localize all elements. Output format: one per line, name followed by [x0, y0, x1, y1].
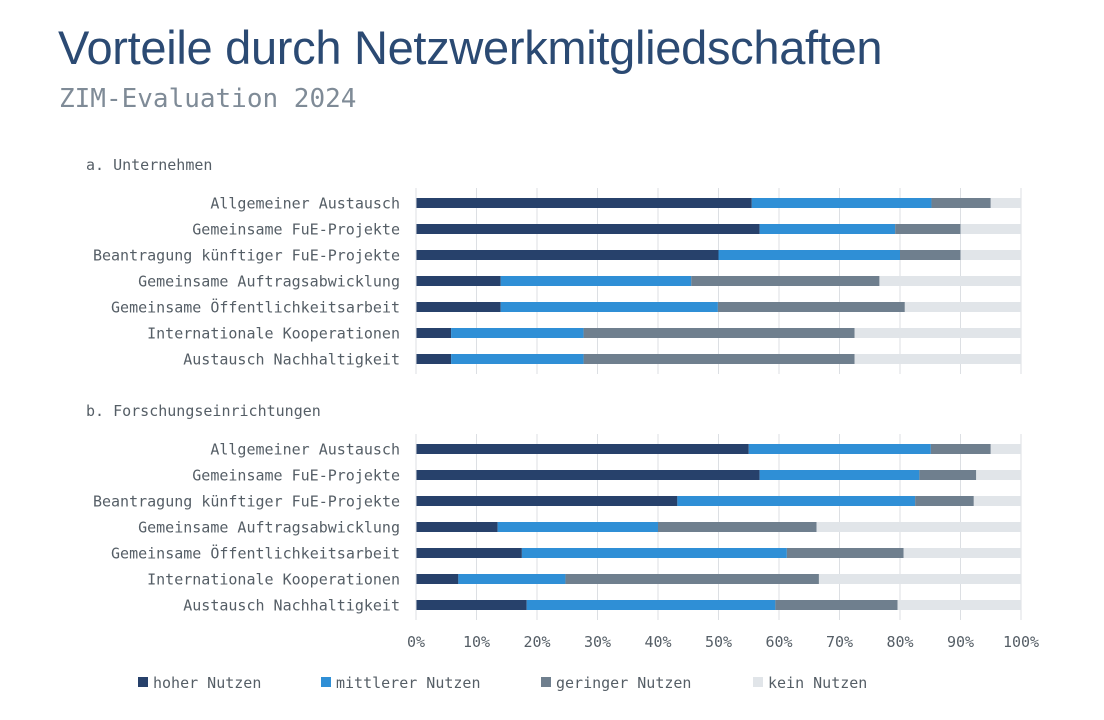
bar-segment-kein-nutzen: [973, 496, 1021, 506]
bar-segment-geringer-nutzen: [583, 328, 855, 338]
bar-segment-geringer-nutzen: [658, 522, 817, 532]
bar-segment-hoher-nutzen: [416, 354, 452, 364]
legend-swatch-hoher-nutzen: [138, 677, 148, 687]
x-tick-label: 40%: [644, 633, 671, 651]
bar-segment-geringer-nutzen: [931, 198, 991, 208]
bar-segment-mittlerer-nutzen: [500, 302, 718, 312]
x-tick-label: 50%: [705, 633, 732, 651]
bar-segment-geringer-nutzen: [895, 224, 961, 234]
bar-segment-geringer-nutzen: [775, 600, 898, 610]
bar-segment-hoher-nutzen: [416, 302, 501, 312]
bar-segment-hoher-nutzen: [416, 522, 498, 532]
x-tick-label: 80%: [886, 633, 913, 651]
chart-subtitle: ZIM-Evaluation 2024: [59, 84, 357, 114]
panel-label-2: b. Forschungseinrichtungen: [86, 402, 321, 420]
category-label: Gemeinsame FuE-Projekte: [192, 221, 400, 239]
legend-swatch-kein-nutzen: [753, 677, 763, 687]
bar-segment-mittlerer-nutzen: [759, 470, 920, 480]
x-tick-label: 60%: [765, 633, 792, 651]
bar-segment-kein-nutzen: [816, 522, 1021, 532]
legend-label-kein-nutzen: kein Nutzen: [768, 674, 867, 692]
bar-segment-hoher-nutzen: [416, 574, 459, 584]
bar-segment-kein-nutzen: [854, 354, 1021, 364]
bar-segment-mittlerer-nutzen: [497, 522, 658, 532]
x-tick-label: 100%: [1003, 633, 1039, 651]
bar-segment-geringer-nutzen: [786, 548, 904, 558]
panel-label-1: a. Unternehmen: [86, 156, 212, 174]
bar-segment-geringer-nutzen: [717, 302, 905, 312]
x-tick-label: 30%: [584, 633, 611, 651]
legend-swatch-mittlerer-nutzen: [321, 677, 331, 687]
category-label: Beantragung künftiger FuE-Projekte: [93, 247, 400, 265]
bar-segment-hoher-nutzen: [416, 276, 501, 286]
legend-label-geringer-nutzen: geringer Nutzen: [556, 674, 691, 692]
bar-segment-geringer-nutzen: [919, 470, 977, 480]
bar-segment-geringer-nutzen: [930, 444, 991, 454]
legend-label-mittlerer-nutzen: mittlerer Nutzen: [336, 674, 481, 692]
category-label: Allgemeiner Austausch: [210, 441, 400, 459]
bar-segment-hoher-nutzen: [416, 198, 752, 208]
category-label: Gemeinsame Auftragsabwicklung: [138, 519, 400, 537]
bar-segment-hoher-nutzen: [416, 328, 452, 338]
legend-swatch-geringer-nutzen: [541, 677, 551, 687]
bar-segment-mittlerer-nutzen: [751, 198, 932, 208]
bar-segment-geringer-nutzen: [691, 276, 880, 286]
bar-segment-kein-nutzen: [990, 198, 1021, 208]
bar-segment-hoher-nutzen: [416, 600, 527, 610]
x-tick-label: 90%: [947, 633, 974, 651]
category-label: Austausch Nachhaltigkeit: [183, 597, 400, 615]
bar-segment-mittlerer-nutzen: [451, 354, 584, 364]
category-label: Internationale Kooperationen: [147, 325, 400, 343]
bar-segment-geringer-nutzen: [583, 354, 855, 364]
legend-label-hoher-nutzen: hoher Nutzen: [153, 674, 261, 692]
category-label: Gemeinsame Öffentlichkeitsarbeit: [111, 298, 400, 317]
bar-segment-geringer-nutzen: [915, 496, 974, 506]
bar-segment-kein-nutzen: [990, 444, 1021, 454]
bar-segment-mittlerer-nutzen: [521, 548, 787, 558]
bar-segment-mittlerer-nutzen: [458, 574, 566, 584]
category-label: Austausch Nachhaltigkeit: [183, 351, 400, 369]
bar-segment-kein-nutzen: [976, 470, 1021, 480]
bar-segment-mittlerer-nutzen: [451, 328, 584, 338]
bar-segment-hoher-nutzen: [416, 470, 760, 480]
bar-segment-kein-nutzen: [854, 328, 1021, 338]
bar-segment-mittlerer-nutzen: [759, 224, 896, 234]
bar-segment-hoher-nutzen: [416, 444, 749, 454]
bar-segment-hoher-nutzen: [416, 250, 719, 260]
bar-segment-mittlerer-nutzen: [526, 600, 776, 610]
bar-segment-kein-nutzen: [818, 574, 1021, 584]
bar-segment-mittlerer-nutzen: [748, 444, 931, 454]
bar-segment-hoher-nutzen: [416, 496, 678, 506]
x-tick-label: 0%: [407, 633, 425, 651]
category-label: Gemeinsame FuE-Projekte: [192, 467, 400, 485]
category-label: Internationale Kooperationen: [147, 571, 400, 589]
category-label: Beantragung künftiger FuE-Projekte: [93, 493, 400, 511]
bar-segment-mittlerer-nutzen: [677, 496, 916, 506]
category-label: Allgemeiner Austausch: [210, 195, 400, 213]
chart-title: Vorteile durch Netzwerkmitgliedschaften: [58, 21, 883, 74]
bar-segment-kein-nutzen: [960, 250, 1021, 260]
bar-segment-kein-nutzen: [904, 302, 1021, 312]
x-tick-label: 70%: [826, 633, 853, 651]
category-label: Gemeinsame Öffentlichkeitsarbeit: [111, 544, 400, 563]
bar-segment-kein-nutzen: [960, 224, 1021, 234]
x-tick-label: 20%: [523, 633, 550, 651]
bar-segment-mittlerer-nutzen: [718, 250, 900, 260]
x-tick-label: 10%: [463, 633, 490, 651]
bar-segment-kein-nutzen: [897, 600, 1021, 610]
bar-segment-hoher-nutzen: [416, 548, 522, 558]
bar-segment-geringer-nutzen: [565, 574, 819, 584]
bar-segment-mittlerer-nutzen: [500, 276, 692, 286]
category-label: Gemeinsame Auftragsabwicklung: [138, 273, 400, 291]
bar-segment-kein-nutzen: [903, 548, 1021, 558]
bar-segment-kein-nutzen: [879, 276, 1021, 286]
bar-segment-geringer-nutzen: [900, 250, 961, 260]
bar-segment-hoher-nutzen: [416, 224, 760, 234]
